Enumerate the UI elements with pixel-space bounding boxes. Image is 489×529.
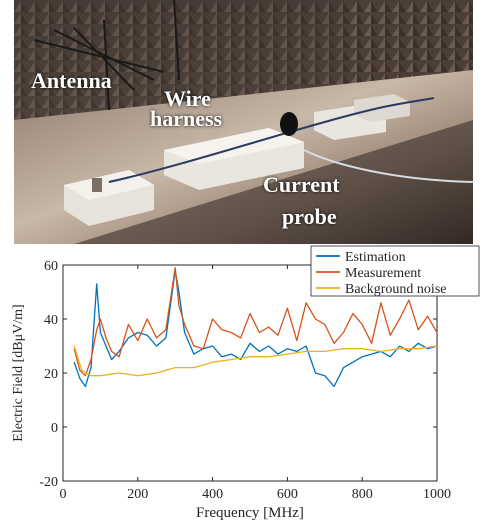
wire-harness-label-line1: Wire bbox=[164, 86, 211, 111]
current-probe-label-line1: Current bbox=[263, 172, 340, 197]
y-axis-label: Electric Field [dBμV/m] bbox=[11, 304, 26, 441]
legend-label-1: Measurement bbox=[345, 266, 421, 281]
x-tick-label: 600 bbox=[277, 487, 298, 502]
series-line-0 bbox=[73, 269, 438, 388]
x-tick-label: 200 bbox=[127, 487, 148, 502]
x-tick-label: 400 bbox=[202, 487, 223, 502]
series-layer bbox=[73, 267, 438, 388]
legend-label-0: Estimation bbox=[345, 250, 406, 265]
series-line-2 bbox=[73, 345, 438, 377]
legend-label-2: Background noise bbox=[345, 282, 446, 297]
plot-area bbox=[62, 264, 438, 482]
y-tick-label: 40 bbox=[44, 313, 58, 328]
y-tick-label: 20 bbox=[44, 367, 58, 382]
chamber-photo: Antenna Wire harness Current probe bbox=[14, 0, 473, 244]
x-axis-label: Frequency [MHz] bbox=[196, 505, 304, 521]
x-tick-label: 800 bbox=[352, 487, 373, 502]
y-tick-label: 60 bbox=[44, 259, 58, 274]
x-tick-label: 0 bbox=[60, 487, 67, 502]
y-tick-label: 0 bbox=[51, 421, 58, 436]
current-probe-label-line2: probe bbox=[282, 204, 337, 229]
antenna-label: Antenna bbox=[31, 68, 112, 93]
wire-harness-label-line2: harness bbox=[150, 106, 223, 131]
electric-field-chart: 0 200 400 600 800 1000 -20 0 20 40 60 Frequency [M… bbox=[0, 244, 489, 524]
y-tick-label: -20 bbox=[39, 475, 58, 490]
chamber-photo-image bbox=[14, 0, 473, 244]
x-tick-label: 1000 bbox=[423, 487, 451, 502]
series-line-1 bbox=[73, 267, 438, 377]
